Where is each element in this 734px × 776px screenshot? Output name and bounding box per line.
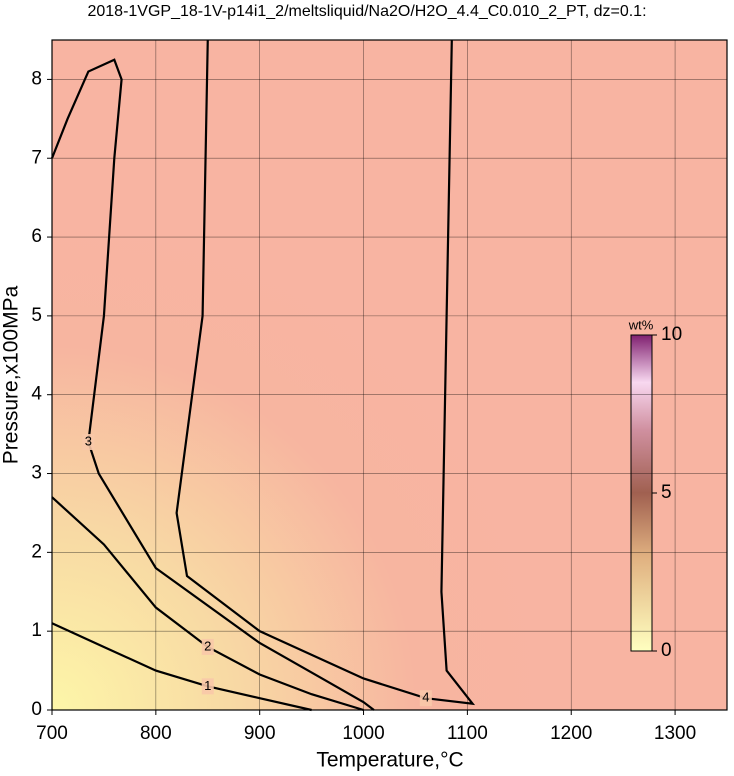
contour-label: 3 [85,433,92,448]
colorbar-tick-label: 5 [661,482,672,503]
colorbar-label: wt% [628,317,654,332]
contour-label-bg [201,678,214,695]
y-tick-label: 7 [31,147,42,168]
contour-label: 1 [204,678,211,693]
y-tick-label: 8 [31,68,42,89]
colorbar-tick-label: 0 [661,640,672,661]
plot-background [52,40,727,710]
contour-label: 4 [422,690,429,705]
y-tick-label: 6 [31,226,42,247]
contour-label-bg [201,638,214,655]
chart-title: 2018-1VGP_18-1V-p14i1_2/meltsliquid/Na2O… [87,3,646,20]
contour-line [175,39,476,706]
contour-line [50,58,375,711]
colorbar [630,334,653,652]
x-tick-label: 800 [140,723,172,744]
y-tick-label: 5 [31,305,42,326]
x-axis-label: Temperature,°C [316,749,463,772]
x-tick-label: 1300 [654,723,696,744]
x-tick-label: 900 [244,723,276,744]
contour-label-bg [419,690,432,707]
contour-label-bg [82,434,95,450]
x-tick-label: 1100 [447,723,488,744]
colorbar-tick-label: 10 [661,324,682,345]
x-tick-label: 1000 [342,723,384,744]
y-tick-label: 0 [31,699,42,720]
y-axis-label: Pressure,x100MPa [0,285,23,464]
contour-line [51,622,312,712]
x-tick-label: 1200 [550,723,592,744]
contour-label: 2 [204,638,211,653]
y-tick-label: 2 [31,541,42,562]
y-tick-label: 4 [31,384,42,405]
x-tick-label: 700 [36,723,68,744]
y-tick-label: 1 [31,620,42,641]
y-tick-label: 3 [31,463,42,484]
